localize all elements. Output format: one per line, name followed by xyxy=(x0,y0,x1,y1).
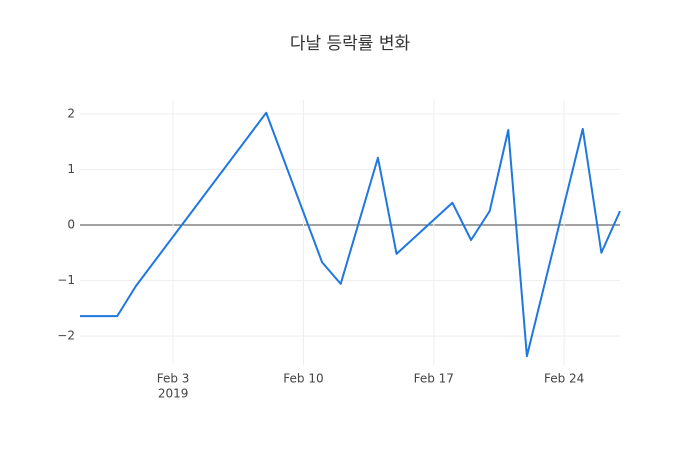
x-tick-year: 2019 xyxy=(158,387,189,401)
chart-title: 다날 등락률 변화 xyxy=(290,34,411,54)
y-tick-label: 0 xyxy=(67,218,75,232)
x-tick-label: Feb 17 xyxy=(414,372,454,386)
x-tick-label: Feb 10 xyxy=(283,372,323,386)
y-tick-label: 2 xyxy=(67,106,75,120)
y-tick-label: −1 xyxy=(57,273,75,287)
line-series xyxy=(80,111,621,358)
y-tick-label: −2 xyxy=(57,329,75,343)
x-tick-label: Feb 3 xyxy=(157,372,190,386)
y-tick-label: 1 xyxy=(67,162,75,176)
x-tick-label: Feb 24 xyxy=(544,372,584,386)
